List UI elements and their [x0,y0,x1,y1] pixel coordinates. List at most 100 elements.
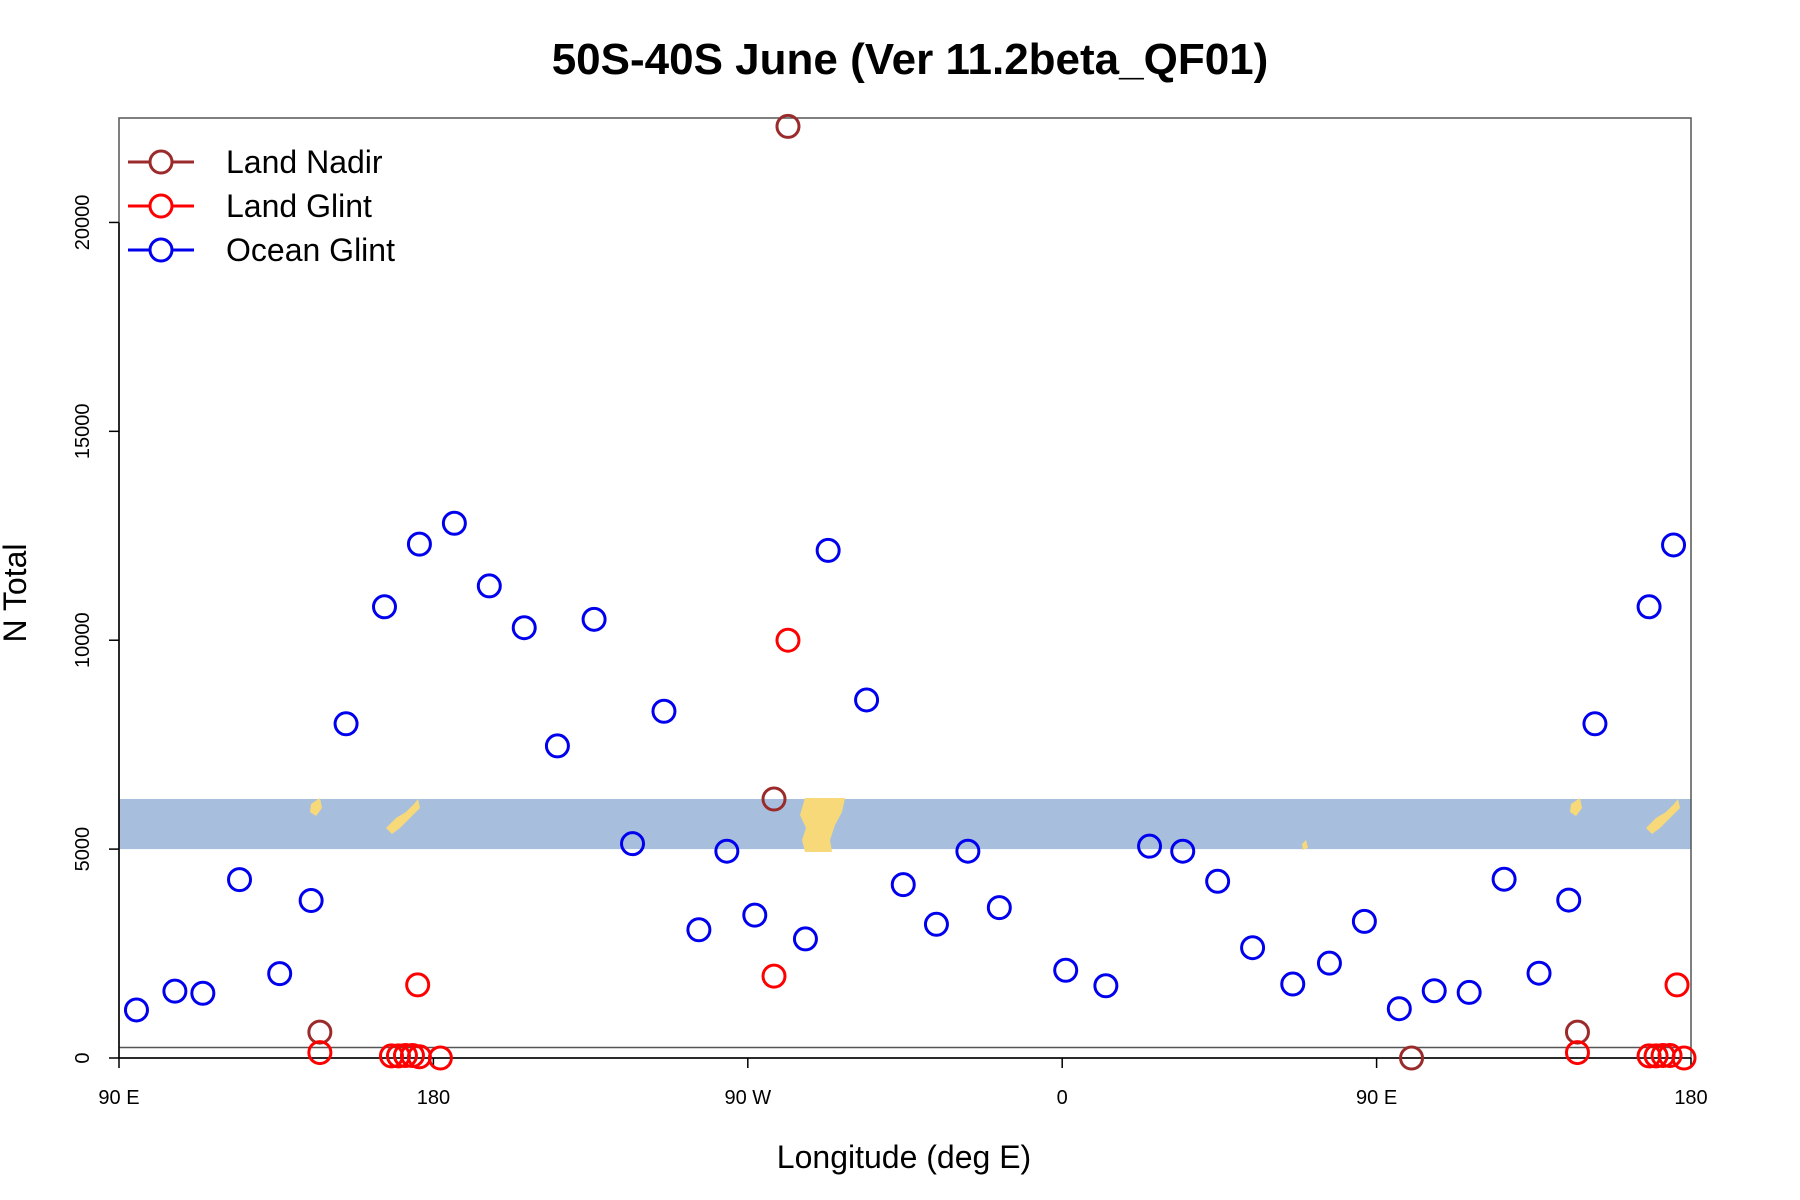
data-point [1456,979,1482,1005]
y-axis: 0 5000 10000 15000 20000 [72,195,120,1064]
data-point [1205,868,1231,894]
data-point [190,980,216,1006]
series-ocean-glint [123,510,1687,1023]
data-point [686,917,712,943]
y-tick-label: 20000 [72,195,94,251]
land-shape-south-america [800,798,845,852]
land-shape-new-zealand-right [1646,799,1680,834]
data-point [761,963,787,989]
x-axis: 90 E 180 90 W 0 90 E 180 [98,1057,1708,1109]
data-point [1399,1045,1425,1071]
data-point [1316,950,1342,976]
data-point [955,838,981,864]
y-axis-label: N Total [0,543,33,642]
data-point [1657,1042,1683,1068]
x-tick-label: 0 [1057,1087,1068,1109]
data-point [1421,978,1447,1004]
legend-label: Land Glint [226,188,372,224]
y-tick-label: 15000 [72,404,94,460]
legend: Land Nadir Land Glint Ocean Glint [128,144,395,268]
legend-item: Ocean Glint [128,232,395,268]
data-point [1137,833,1163,859]
data-point [1664,972,1690,998]
data-point [476,573,502,599]
x-tick-label: 90 W [724,1087,771,1109]
series-land-glint [307,627,1697,1071]
legend-item: Land Glint [128,188,372,224]
legend-label: Land Nadir [226,144,383,180]
x-axis-label: Longitude (deg E) [777,1139,1031,1175]
data-point [1280,971,1306,997]
data-point [1556,887,1582,913]
data-point [1053,957,1079,983]
legend-label: Ocean Glint [226,232,395,268]
data-point [1386,996,1412,1022]
data-point [1564,1040,1590,1066]
data-point [923,911,949,937]
data-point [620,831,646,857]
data-point [1636,594,1662,620]
data-point [307,1040,333,1066]
data-point [742,902,768,928]
chart-title: 50S-40S June (Ver 11.2beta_QF01) [552,35,1269,84]
data-point [227,867,253,893]
x-tick-label: 90 E [98,1087,139,1109]
legend-marker [148,237,174,263]
data-point [511,615,537,641]
data-point [123,997,149,1023]
data-point [854,687,880,713]
data-point [267,961,293,987]
data-point [775,113,801,139]
land-shape-small-island [1302,840,1308,850]
data-point [1671,1045,1697,1071]
map-band [119,798,1691,852]
data-point [651,698,677,724]
data-point [714,838,740,864]
data-point [1526,960,1552,986]
legend-item: Land Nadir [128,144,383,180]
data-point [1491,866,1517,892]
data-point [392,1042,418,1068]
land-shapes [310,798,1680,852]
data-point [406,531,432,557]
y-tick-label: 5000 [72,827,94,872]
data-point [775,627,801,653]
data-point [544,733,570,759]
y-tick-label: 0 [72,1052,94,1063]
data-point [441,510,467,536]
data-point [405,972,431,998]
data-point [1351,908,1377,934]
data-point [162,978,188,1004]
data-point [815,537,841,563]
data-point [890,872,916,898]
data-point [1564,1019,1590,1045]
data-points [123,113,1697,1071]
data-point [427,1045,453,1071]
land-shape-new-zealand-left [386,799,420,834]
x-tick-label: 180 [1674,1087,1707,1109]
land-shape-tasmania-right [1570,798,1582,816]
data-point [1643,1043,1669,1069]
data-point [307,1019,333,1045]
data-point [1582,711,1608,737]
ocean-band [119,798,1691,850]
legend-marker [148,193,174,219]
y-tick-label: 10000 [72,612,94,668]
data-point [1170,838,1196,864]
data-point [371,594,397,620]
land-shape-tasmania-left [310,798,322,816]
data-point [1240,935,1266,961]
data-point [581,606,607,632]
data-point [333,711,359,737]
x-tick-label: 180 [417,1087,450,1109]
data-point [792,926,818,952]
legend-marker [148,149,174,175]
x-tick-label: 90 E [1356,1087,1397,1109]
data-point [298,887,324,913]
data-point [1661,532,1687,558]
data-point [1093,973,1119,999]
data-point [986,895,1012,921]
data-point [761,786,787,812]
series-land-nadir [307,113,1590,1071]
